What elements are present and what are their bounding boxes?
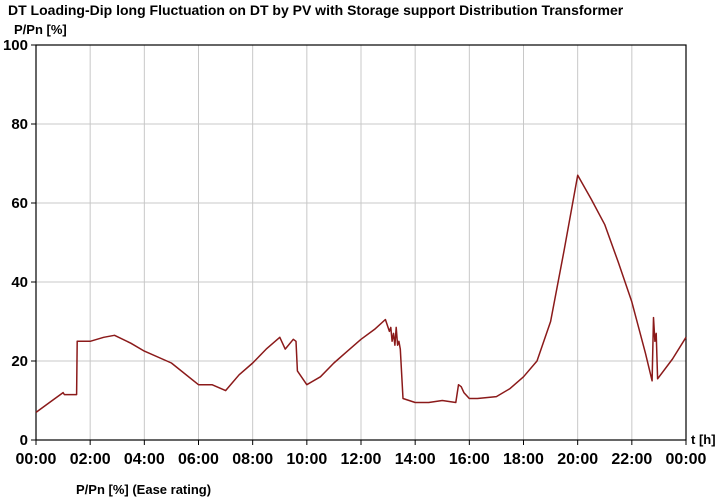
y-axis-label: P/Pn [%] [14,22,67,37]
x-tick-label: 14:00 [395,451,436,468]
x-tick-label: 06:00 [178,451,219,468]
x-tick-label: 08:00 [232,451,273,468]
grid-lines [36,45,686,440]
y-tick-label: 20 [11,353,28,370]
x-tick-label: 18:00 [503,451,544,468]
x-tick-label: 00:00 [16,451,57,468]
x-tick-label: 16:00 [449,451,490,468]
x-axis-label: t [h] [691,432,716,447]
x-tick-label: 02:00 [70,451,111,468]
x-tick-label: 22:00 [611,451,652,468]
x-tick-label: 12:00 [341,451,382,468]
chart-title: DT Loading-Dip long Fluctuation on DT by… [8,2,624,18]
y-tick-label: 80 [11,116,28,133]
x-tick-label: 04:00 [124,451,165,468]
legend-entry: P/Pn [%] (Ease rating) [76,482,211,497]
x-tick-label: 20:00 [557,451,598,468]
series-layer [35,174,687,414]
x-tick-label: 00:00 [666,451,707,468]
y-tick-label: 40 [11,274,28,291]
axis-ticks: 00:00 02:00 04:00 06:00 08:00 10:00 12:00 14:00… [3,37,707,468]
x-tick-label: 10:00 [286,451,327,468]
y-tick-label: 100 [3,37,28,54]
series-line-0 [35,174,687,414]
y-tick-label: 60 [11,195,28,212]
y-tick-label: 0 [20,432,28,449]
